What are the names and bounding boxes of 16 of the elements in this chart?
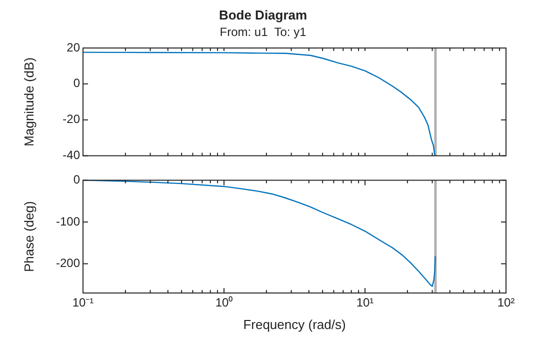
chart-subtitle: From: u1 To: y1 [220,25,307,40]
x-axis-title: Frequency (rad/s) [243,316,346,332]
y-tick-label: 20 [66,40,80,54]
y-axis-title: Phase (deg) [21,201,36,272]
y-tick-label: -40 [62,148,80,162]
y-tick-label: -200 [56,256,80,270]
x-tick-label: 10⁻¹ [72,296,94,310]
y-tick-label: 0 [73,172,80,187]
y-tick-label: 0 [73,76,80,90]
x-tick-label: 10¹ [356,296,374,310]
y-axis-title: Magnitude (dB) [21,57,36,146]
y-tick-label: -20 [62,112,80,126]
chart-title: Bode Diagram [218,7,308,22]
x-tick-label: 10⁰ [215,296,233,310]
y-tick-label: -100 [56,214,80,228]
x-tick-label: 10² [497,296,515,310]
